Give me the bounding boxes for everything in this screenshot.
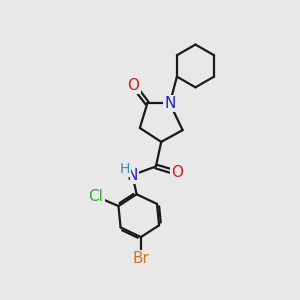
Text: O: O [171, 165, 183, 180]
Text: Cl: Cl [88, 189, 104, 204]
Text: N: N [127, 167, 138, 182]
Text: H: H [120, 162, 130, 176]
Text: O: O [128, 78, 140, 93]
Text: N: N [164, 96, 176, 111]
Text: Br: Br [133, 251, 149, 266]
